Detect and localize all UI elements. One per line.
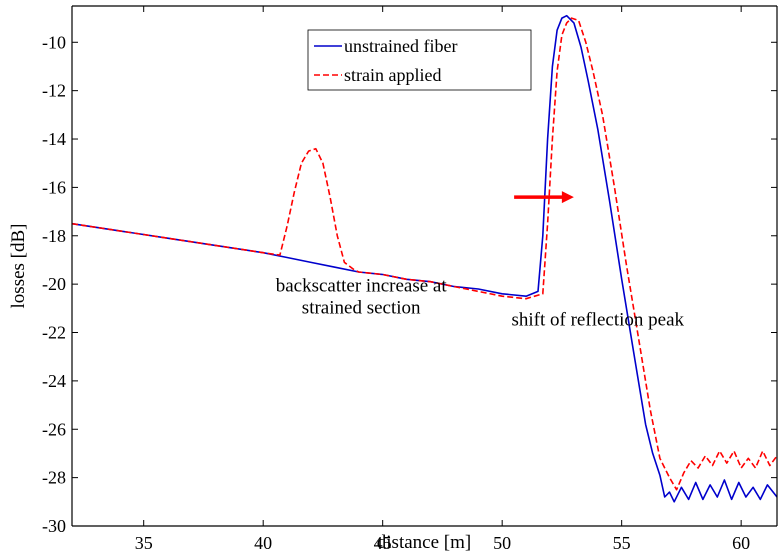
y-tick-label: -30 — [42, 516, 66, 536]
y-tick-label: -28 — [42, 468, 66, 488]
plot-background — [72, 6, 777, 526]
series-layer — [71, 14, 778, 503]
x-tick-label: 50 — [493, 533, 511, 553]
y-tick-label: -24 — [42, 371, 66, 391]
annotation-layer: backscatter increase at strained section s… — [276, 191, 685, 330]
x-tick-label: 35 — [135, 533, 153, 553]
series-line-strain-applied — [71, 17, 778, 491]
shift-arrow-head — [561, 191, 574, 204]
y-tick-label: -10 — [42, 32, 66, 52]
series-line-unstrained-fiber — [71, 14, 778, 503]
y-tick-label: -12 — [42, 81, 66, 101]
x-axis-label: distance [m] — [377, 532, 471, 553]
y-tick-label: -14 — [42, 129, 66, 149]
y-tick-label: -20 — [42, 274, 66, 294]
y-tick-label: -22 — [42, 323, 66, 343]
annotation-backscatter: backscatter increase at strained section — [276, 275, 448, 318]
y-tick-label: -16 — [42, 177, 66, 197]
legend: unstrained fiber strain applied — [307, 29, 532, 91]
x-tick-label: 40 — [254, 533, 272, 553]
legend-box — [307, 29, 532, 91]
legend-label-strain: strain applied — [344, 65, 441, 85]
y-tick-label: -26 — [42, 419, 66, 439]
x-tick-label: 55 — [613, 533, 631, 553]
legend-label-unstrained: unstrained fiber — [344, 36, 457, 56]
annotation-shift: shift of reflection peak — [512, 309, 685, 330]
x-tick-label: 60 — [732, 533, 750, 553]
y-axis-label: losses [dB] — [8, 224, 29, 309]
x-tick-label: 45 — [374, 533, 392, 553]
ticks-layer: 35 40 45 50 55 60 -30 -28 -26 -24 -22 -20 -18 -16 -14 -… — [42, 6, 777, 553]
y-tick-label: -18 — [42, 226, 66, 246]
